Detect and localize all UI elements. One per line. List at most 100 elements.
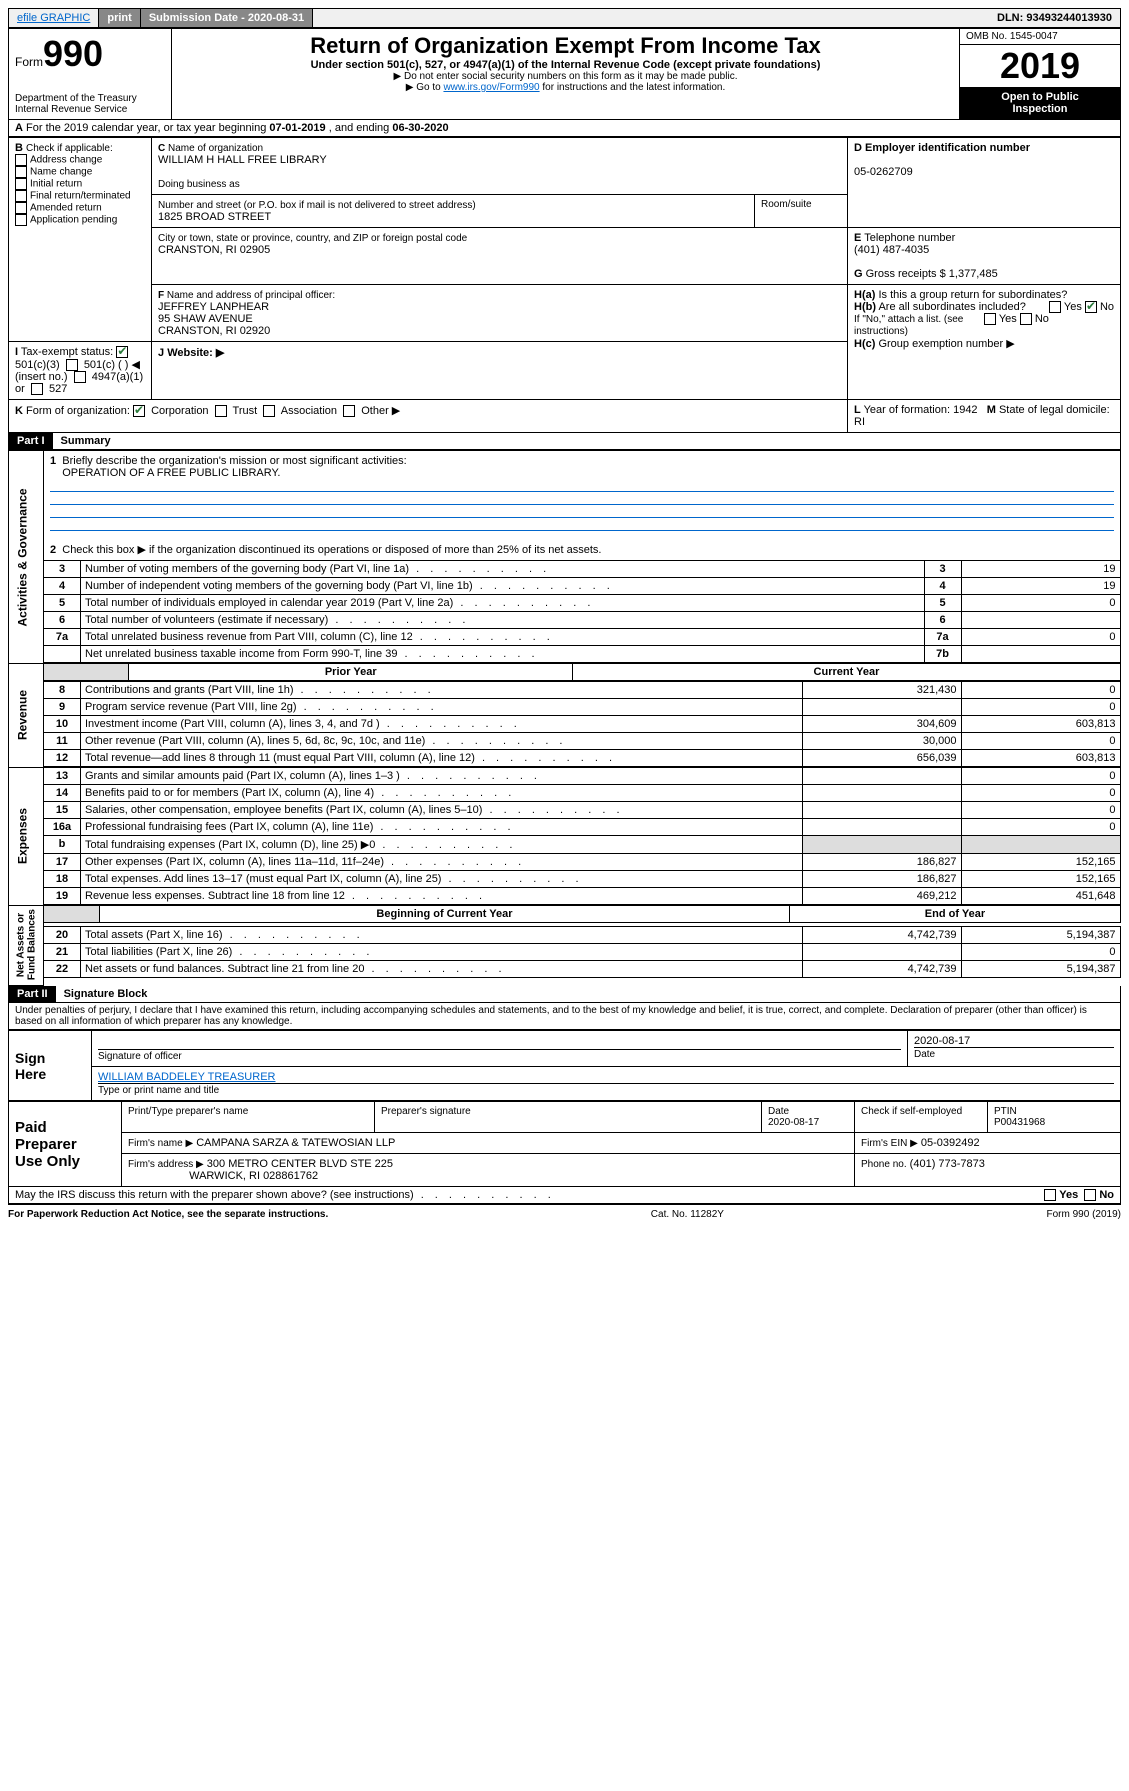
- org-name: WILLIAM H HALL FREE LIBRARY: [158, 154, 327, 166]
- instr2: ▶ Go to www.irs.gov/Form990 for instruct…: [178, 82, 953, 93]
- table-row: 17Other expenses (Part IX, column (A), l…: [44, 854, 1120, 871]
- firm-name: Firm's name ▶ CAMPANA SARZA & TATEWOSIAN…: [122, 1133, 855, 1154]
- table-row: 18Total expenses. Add lines 13–17 (must …: [44, 871, 1120, 888]
- part1-header: Part ISummary: [8, 433, 1121, 450]
- firm-addr: Firm's address ▶ 300 METRO CENTER BLVD S…: [122, 1154, 855, 1187]
- k-corp[interactable]: [133, 405, 145, 417]
- b-check-item[interactable]: Amended return: [15, 202, 145, 214]
- discuss-no[interactable]: [1084, 1189, 1096, 1201]
- table-row: 19Revenue less expenses. Subtract line 1…: [44, 888, 1120, 905]
- section-f: F Name and address of principal officer:…: [152, 285, 848, 342]
- tax-year: 2019: [960, 45, 1120, 87]
- firm-ein: Firm's EIN ▶ 05-0392492: [855, 1133, 1121, 1154]
- table-row: Net unrelated business taxable income fr…: [44, 646, 1120, 663]
- paid-label: Paid Preparer Use Only: [9, 1102, 122, 1187]
- hb-no[interactable]: [1020, 313, 1032, 325]
- rev-header: Prior YearCurrent Year: [44, 663, 1121, 681]
- phone: (401) 487-4035: [854, 244, 929, 256]
- section-j: J Website: ▶: [152, 342, 848, 400]
- section-c-city: City or town, state or province, country…: [152, 228, 848, 285]
- print-button[interactable]: print: [99, 9, 140, 27]
- perjury: Under penalties of perjury, I declare th…: [8, 1003, 1121, 1030]
- table-row: bTotal fundraising expenses (Part IX, co…: [44, 836, 1120, 854]
- b-check-item[interactable]: Name change: [15, 166, 145, 178]
- dln: DLN: 93493244013930: [989, 9, 1120, 27]
- topbar: efile GRAPHIC print Submission Date - 20…: [8, 8, 1121, 28]
- b-check-item[interactable]: Application pending: [15, 214, 145, 226]
- section-k: K Form of organization: Corporation Trus…: [9, 400, 848, 433]
- discuss: May the IRS discuss this return with the…: [8, 1187, 1121, 1204]
- prep-sig: Preparer's signature: [375, 1102, 762, 1133]
- ha-no[interactable]: [1085, 301, 1097, 313]
- omb: OMB No. 1545-0047: [960, 29, 1120, 45]
- table-row: 8Contributions and grants (Part VIII, li…: [44, 682, 1120, 699]
- footer: For Paperwork Reduction Act Notice, see …: [8, 1204, 1121, 1224]
- form-subtitle: Under section 501(c), 527, or 4947(a)(1)…: [178, 59, 953, 71]
- rev-rows: 8Contributions and grants (Part VIII, li…: [44, 681, 1121, 767]
- form-id-cell: Form990 Department of the Treasury Inter…: [9, 29, 172, 120]
- table-row: 9Program service revenue (Part VIII, lin…: [44, 699, 1120, 716]
- table-row: 3Number of voting members of the governi…: [44, 561, 1120, 578]
- discuss-yes[interactable]: [1044, 1189, 1056, 1201]
- form-title: Return of Organization Exempt From Incom…: [178, 33, 953, 59]
- table-row: 6Total number of volunteers (estimate if…: [44, 612, 1120, 629]
- table-row: 7aTotal unrelated business revenue from …: [44, 629, 1120, 646]
- efile-link[interactable]: efile GRAPHIC: [9, 9, 99, 27]
- 501c3-check[interactable]: [116, 346, 128, 358]
- table-row: 11Other revenue (Part VIII, column (A), …: [44, 733, 1120, 750]
- prep-self: Check if self-employed: [855, 1102, 988, 1133]
- table-row: 14Benefits paid to or for members (Part …: [44, 785, 1120, 802]
- section-c-addr: Number and street (or P.O. box if mail i…: [152, 195, 755, 228]
- section-c-name: C Name of organization WILLIAM H HALL FR…: [152, 138, 848, 195]
- table-row: 15Salaries, other compensation, employee…: [44, 802, 1120, 819]
- line-a: A For the 2019 calendar year, or tax yea…: [8, 120, 1121, 137]
- table-row: 21Total liabilities (Part X, line 26)0: [44, 943, 1120, 960]
- open-public: Open to Public Inspection: [960, 87, 1120, 119]
- mission: OPERATION OF A FREE PUBLIC LIBRARY.: [62, 467, 280, 479]
- net-rows: 20Total assets (Part X, line 16)4,742,73…: [44, 926, 1121, 978]
- sign-block: Sign Here Signature of officer 2020-08-1…: [8, 1030, 1121, 1101]
- firm-phone: Phone no. (401) 773-7873: [855, 1154, 1121, 1187]
- section-e-g: E Telephone number (401) 487-4035 G Gros…: [848, 228, 1121, 285]
- submission-date: Submission Date - 2020-08-31: [141, 9, 313, 27]
- table-row: 22Net assets or fund balances. Subtract …: [44, 960, 1120, 977]
- table-row: 10Investment income (Part VIII, column (…: [44, 716, 1120, 733]
- side-gov: Activities & Governance: [9, 451, 44, 664]
- section-i: I Tax-exempt status: 501(c)(3) 501(c) ( …: [9, 342, 152, 400]
- side-rev: Revenue: [9, 663, 44, 767]
- ha-yes[interactable]: [1049, 301, 1061, 313]
- table-row: 5Total number of individuals employed in…: [44, 595, 1120, 612]
- ein: 05-0262709: [854, 166, 913, 178]
- year-cell: OMB No. 1545-0047 2019 Open to Public In…: [960, 29, 1121, 120]
- side-exp: Expenses: [9, 767, 44, 905]
- part1-body: Activities & Governance 1 Briefly descri…: [8, 450, 1121, 986]
- q1: 1 Briefly describe the organization's mi…: [44, 451, 1121, 561]
- exp-rows: 13Grants and similar amounts paid (Part …: [44, 767, 1121, 905]
- sign-here: Sign Here: [9, 1031, 92, 1101]
- hb-yes[interactable]: [984, 313, 996, 325]
- prep-name: Print/Type preparer's name: [122, 1102, 375, 1133]
- net-header: Beginning of Current YearEnd of Year: [44, 905, 1121, 923]
- prep-date: Date2020-08-17: [762, 1102, 855, 1133]
- b-check-item[interactable]: Address change: [15, 154, 145, 166]
- header-table: Form990 Department of the Treasury Inter…: [8, 28, 1121, 120]
- table-row: 4Number of independent voting members of…: [44, 578, 1120, 595]
- gov-rows: 3Number of voting members of the governi…: [44, 560, 1121, 663]
- city: CRANSTON, RI 02905: [158, 244, 270, 256]
- b-check-item[interactable]: Final return/terminated: [15, 190, 145, 202]
- table-row: 16aProfessional fundraising fees (Part I…: [44, 819, 1120, 836]
- prep-ptin: PTINP00431968: [988, 1102, 1121, 1133]
- instr1: ▶ Do not enter social security numbers o…: [178, 71, 953, 82]
- section-l-m: L Year of formation: 1942 M State of leg…: [848, 400, 1121, 433]
- gross-receipts: 1,377,485: [949, 268, 998, 280]
- sig-date: 2020-08-17 Date: [908, 1031, 1121, 1067]
- section-h: H(a) Is this a group return for subordin…: [848, 285, 1121, 400]
- room-suite: Room/suite: [755, 195, 848, 228]
- table-row: 20Total assets (Part X, line 16)4,742,73…: [44, 926, 1120, 943]
- table-row: 13Grants and similar amounts paid (Part …: [44, 768, 1120, 785]
- irs-link[interactable]: www.irs.gov/Form990: [443, 82, 539, 93]
- b-check-item[interactable]: Initial return: [15, 178, 145, 190]
- title-cell: Return of Organization Exempt From Incom…: [172, 29, 960, 120]
- paid-preparer: Paid Preparer Use Only Print/Type prepar…: [8, 1101, 1121, 1187]
- section-d-e: D Employer identification number 05-0262…: [848, 138, 1121, 228]
